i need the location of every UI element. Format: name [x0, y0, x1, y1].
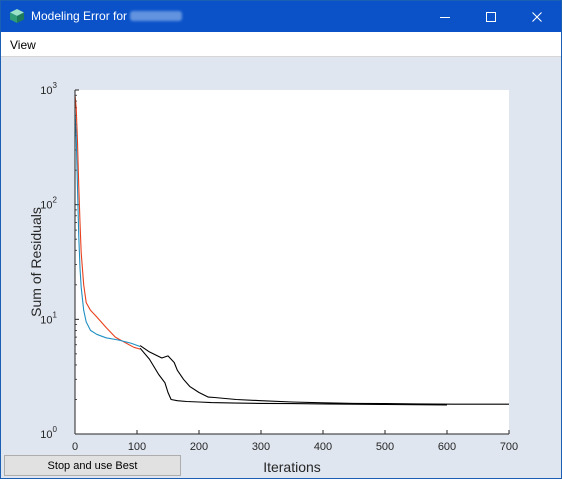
series-line-2 [74, 111, 141, 348]
x-tick-label: 600 [438, 441, 456, 453]
stop-and-use-best-button[interactable]: Stop and use Best [4, 455, 181, 476]
y-tick-base: 10 [40, 429, 52, 441]
x-tick-label: 500 [376, 441, 394, 453]
close-icon [532, 11, 542, 22]
y-tick-exponent: 0 [53, 425, 58, 434]
app-cube-icon [10, 9, 24, 23]
y-tick-base: 10 [40, 314, 52, 326]
x-tick-label: 300 [252, 441, 270, 453]
y-tick-label: 100 [40, 425, 57, 441]
series-line-4 [139, 345, 509, 405]
series-group [74, 95, 509, 406]
y-tick-base: 10 [40, 85, 52, 97]
y-tick-base: 10 [40, 200, 52, 212]
y-tick-label: 103 [40, 81, 57, 97]
close-button[interactable] [514, 1, 560, 32]
redacted-filename [130, 11, 183, 21]
y-tick-exponent: 2 [53, 196, 58, 205]
plot-area: 0 100 200 300 400 500 600 700 100 101 102 103 Iter… [1, 57, 561, 478]
x-tick-label: 400 [314, 441, 332, 453]
x-tick-label: 100 [128, 441, 146, 453]
y-axis-label: Sum of Residuals [28, 207, 44, 317]
minimize-icon [440, 16, 450, 18]
minimize-button[interactable] [422, 1, 468, 32]
window-title: Modeling Error for [31, 9, 183, 23]
menu-item-view[interactable]: View [10, 38, 36, 52]
y-tick-exponent: 1 [53, 310, 58, 319]
x-tick-label: 700 [500, 441, 518, 453]
y-tick-label: 101 [40, 310, 57, 326]
x-axis-label: Iterations [263, 459, 321, 475]
title-bar[interactable]: Modeling Error for [1, 1, 561, 32]
series-line-3 [139, 347, 448, 406]
x-axis: 0 100 200 300 400 500 600 700 [72, 430, 518, 453]
y-tick-exponent: 3 [53, 81, 58, 90]
x-tick-label: 0 [72, 441, 78, 453]
y-tick-label: 102 [40, 196, 57, 212]
maximize-button[interactable] [468, 1, 514, 32]
maximize-icon [486, 11, 496, 22]
menu-bar: View [1, 32, 561, 57]
axes-background [75, 90, 509, 434]
window-title-label: Modeling Error for [31, 9, 128, 23]
x-tick-label: 200 [190, 441, 208, 453]
